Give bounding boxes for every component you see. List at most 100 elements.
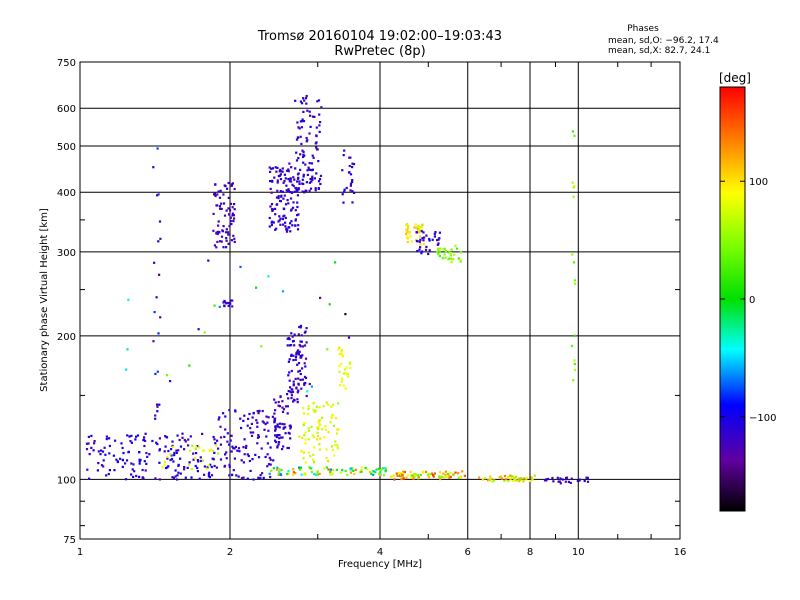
data-point: [299, 135, 302, 138]
data-point: [215, 246, 218, 249]
data-point: [336, 446, 339, 449]
data-point: [349, 362, 352, 365]
data-point: [509, 474, 512, 477]
data-point: [231, 214, 234, 217]
data-point: [194, 447, 197, 451]
data-point: [341, 193, 344, 196]
data-point: [447, 475, 450, 478]
data-point: [129, 440, 132, 443]
data-point: [305, 189, 308, 192]
data-point: [290, 369, 293, 373]
data-point: [313, 409, 316, 412]
data-point: [166, 457, 169, 460]
data-point: [267, 275, 270, 278]
data-point: [315, 146, 318, 149]
data-point: [224, 453, 227, 456]
data-point: [405, 232, 408, 236]
data-point: [190, 476, 193, 479]
data-point: [287, 170, 290, 173]
data-point: [163, 463, 166, 466]
data-point: [88, 477, 91, 480]
data-point: [291, 468, 294, 471]
data-point: [157, 240, 160, 243]
data-point: [126, 348, 129, 351]
data-point: [173, 454, 176, 457]
data-point: [297, 157, 300, 160]
data-point: [287, 472, 290, 475]
data-point: [481, 478, 484, 481]
data-point: [294, 99, 297, 102]
data-point: [278, 437, 281, 440]
data-point: [303, 375, 307, 378]
data-point: [138, 475, 141, 478]
data-point: [297, 213, 300, 216]
data-point: [296, 391, 299, 394]
data-point: [318, 113, 321, 116]
data-point: [346, 373, 349, 376]
data-point: [90, 446, 93, 449]
data-point: [345, 366, 348, 369]
data-point: [199, 459, 203, 463]
data-point: [290, 208, 293, 211]
data-point: [406, 241, 409, 244]
data-point: [208, 471, 211, 474]
data-point: [163, 450, 166, 453]
data-point: [438, 231, 441, 234]
data-point: [181, 432, 184, 435]
data-point: [317, 160, 320, 163]
data-point: [419, 246, 422, 249]
data-point: [564, 480, 567, 483]
data-point: [571, 181, 574, 184]
data-point: [576, 479, 579, 482]
data-point: [309, 125, 312, 128]
data-point: [340, 380, 343, 383]
data-point: [300, 450, 303, 453]
data-point: [317, 187, 320, 190]
data-point: [222, 301, 225, 304]
data-point: [296, 194, 299, 197]
data-point: [325, 428, 328, 431]
data-point: [201, 432, 204, 435]
data-point: [343, 190, 346, 193]
data-point: [256, 421, 259, 424]
data-point: [264, 423, 267, 426]
data-point: [343, 188, 346, 191]
data-point: [125, 459, 129, 462]
data-point: [318, 406, 321, 409]
data-point: [425, 234, 428, 237]
data-point: [284, 426, 287, 429]
data-point: [274, 401, 277, 404]
data-point: [281, 436, 284, 439]
data-point: [314, 409, 318, 412]
data-point: [239, 417, 242, 420]
data-point: [96, 469, 99, 472]
data-point: [290, 391, 293, 394]
data-point: [405, 476, 408, 479]
data-point: [225, 457, 228, 460]
data-point: [164, 435, 167, 438]
data-point: [557, 480, 560, 483]
data-point: [302, 423, 305, 427]
data-point: [146, 455, 149, 458]
data-point: [232, 469, 235, 472]
data-point: [307, 451, 310, 454]
data-point: [559, 482, 562, 485]
data-point: [124, 478, 128, 481]
data-point: [172, 460, 175, 463]
data-point: [152, 166, 155, 169]
data-point: [219, 436, 223, 439]
data-point: [305, 341, 308, 344]
data-point: [127, 298, 130, 301]
data-point: [296, 136, 299, 139]
data-point: [287, 189, 290, 192]
data-point: [306, 139, 309, 142]
data-point: [518, 477, 521, 480]
data-point: [226, 432, 229, 435]
data-point: [198, 477, 201, 480]
data-point: [174, 469, 177, 472]
data-point: [240, 477, 244, 480]
data-point: [151, 439, 154, 443]
data-point: [302, 161, 305, 164]
data-point: [572, 379, 575, 382]
